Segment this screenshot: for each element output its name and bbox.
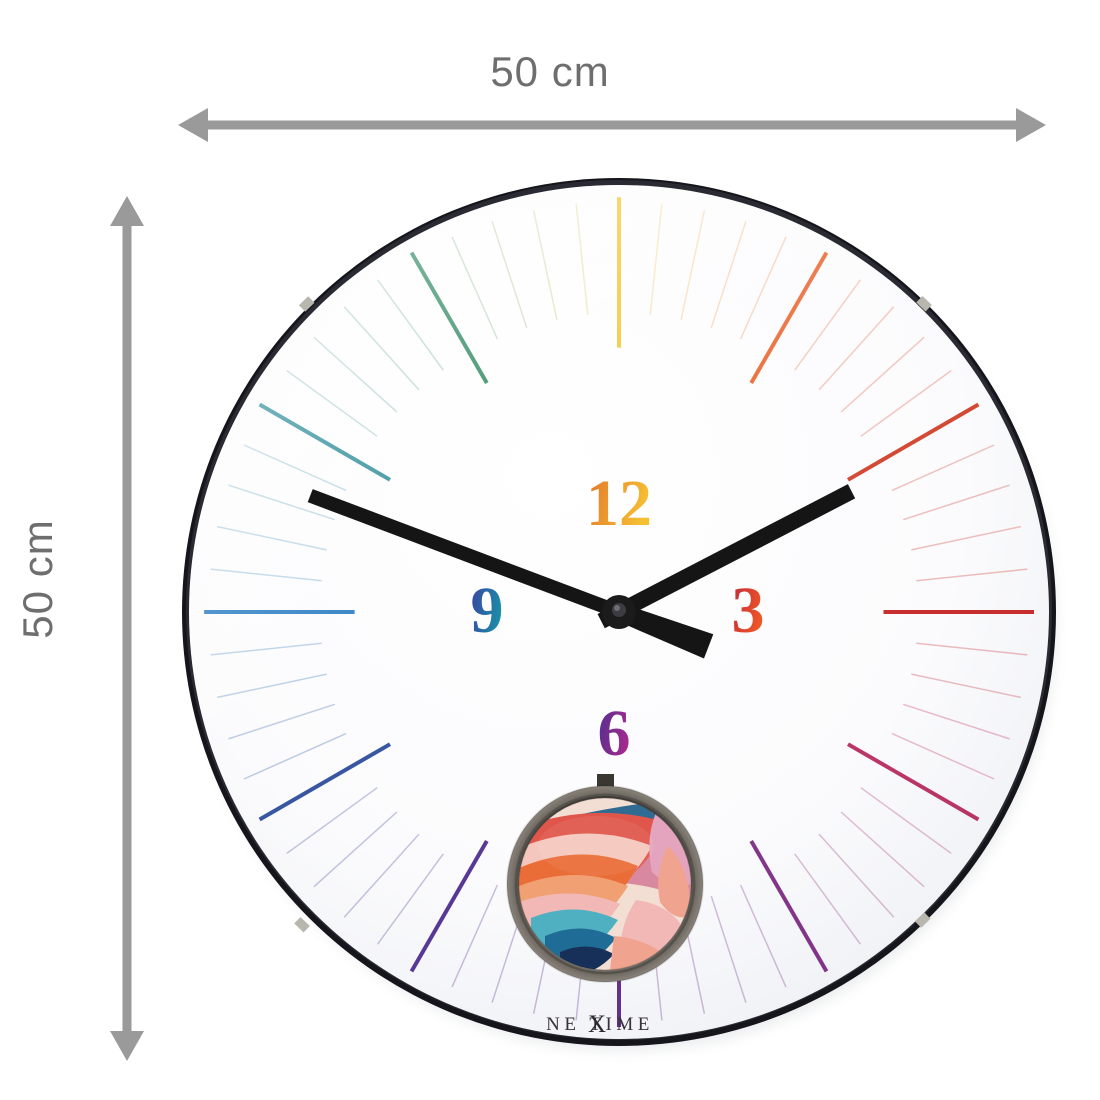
wall-clock: 12 3 6 9 NE TIME X [182,178,1056,1050]
numeral-12: 12 [586,467,652,540]
mounting-clip [916,295,932,312]
hand-counterweight [615,603,714,659]
height-dimension-label: 50 cm [14,519,61,639]
mounting-clip [294,916,310,933]
numeral-9: 9 [471,574,504,647]
numeral-6: 6 [598,697,631,770]
pendulum-window [506,774,704,983]
numeral-3: 3 [732,574,765,647]
clock-numerals: 12 3 6 9 [471,467,765,770]
mounting-clip [298,296,315,312]
width-dimension-label: 50 cm [490,48,610,95]
clock-hands [307,484,856,659]
brand-x-glyph: X [588,1011,606,1038]
dimension-arrow-horizontal [178,108,1046,142]
minute-hand [307,489,637,625]
dimension-arrow-vertical [110,196,144,1061]
mounting-clips [294,295,932,933]
brand-wordmark: NE TIME [546,1014,654,1035]
mounting-clip [914,912,931,928]
pendulum-swirl-disc [519,798,691,970]
hour-hand [597,484,856,629]
brand-logo: NE TIME X [546,1011,654,1038]
